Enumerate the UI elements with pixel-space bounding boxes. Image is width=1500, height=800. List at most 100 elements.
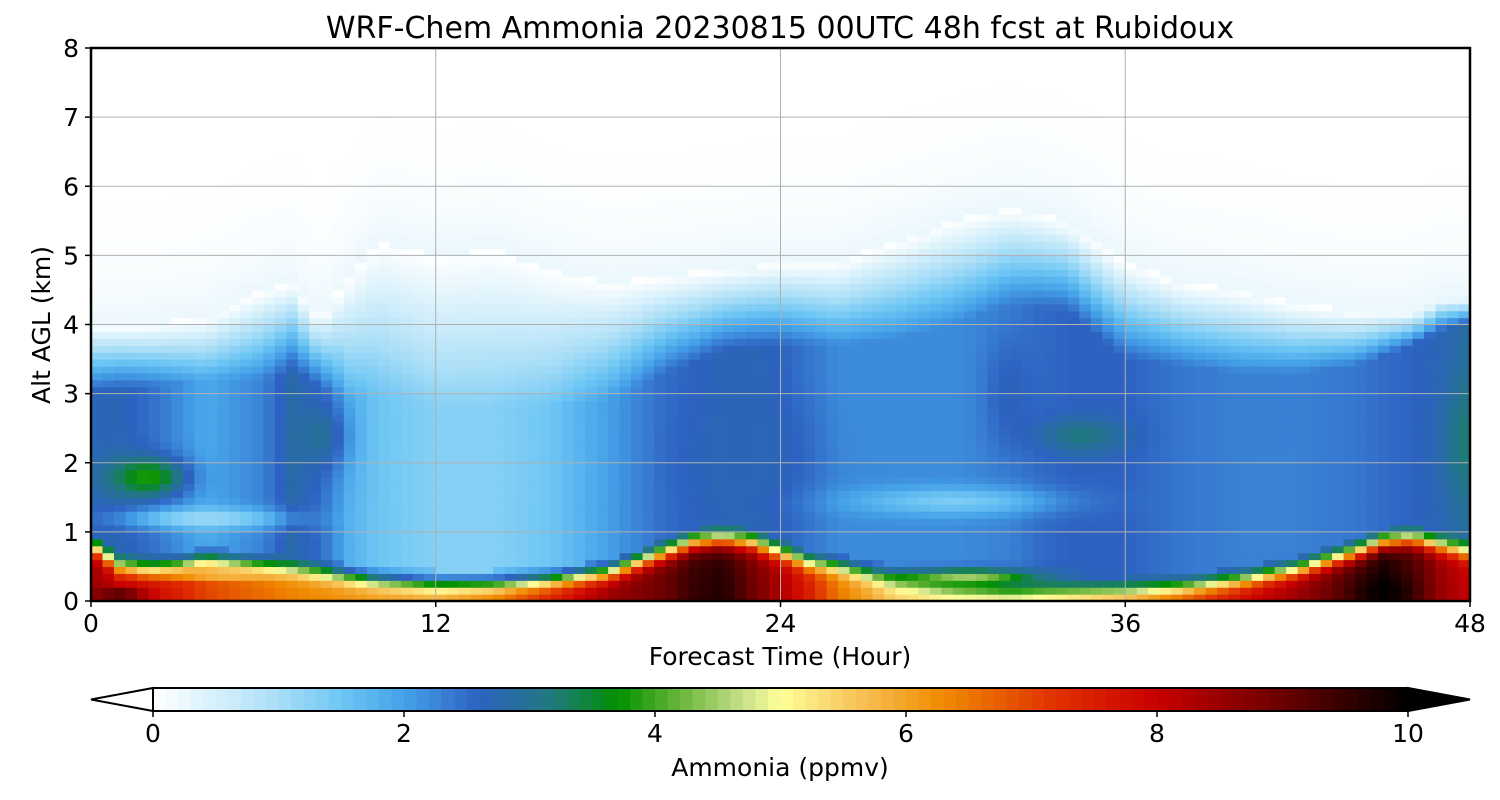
- heatmap-cell: [654, 407, 667, 415]
- heatmap-cell: [780, 365, 793, 374]
- heatmap-cell: [677, 511, 690, 519]
- heatmap-cell: [585, 220, 598, 229]
- heatmap-cell: [688, 379, 701, 388]
- heatmap-cell: [642, 303, 655, 312]
- heatmap-cell: [205, 296, 219, 305]
- heatmap-cell: [608, 213, 621, 222]
- heatmap-cell: [493, 455, 506, 464]
- heatmap-cell: [573, 518, 586, 526]
- heatmap-cell: [159, 110, 173, 118]
- heatmap-cell: [159, 269, 173, 277]
- heatmap-cell: [447, 559, 460, 568]
- heatmap-cell: [401, 566, 414, 574]
- heatmap-cell: [654, 518, 667, 526]
- heatmap-cell: [527, 393, 540, 402]
- heatmap-cell: [677, 137, 690, 146]
- heatmap-cell: [332, 559, 345, 568]
- heatmap-cell: [171, 144, 184, 153]
- heatmap-cell: [596, 255, 609, 263]
- heatmap-cell: [148, 96, 161, 104]
- heatmap-cell: [343, 75, 356, 84]
- heatmap-cell: [148, 497, 161, 505]
- heatmap-cell: [596, 283, 609, 291]
- heatmap-cell: [412, 103, 425, 111]
- heatmap-cell: [102, 117, 115, 125]
- heatmap-cell: [309, 48, 322, 56]
- heatmap-cell: [711, 587, 724, 595]
- heatmap-cell: [412, 386, 425, 395]
- heatmap-cell: [148, 165, 161, 174]
- heatmap-cell: [194, 407, 207, 415]
- heatmap-cell: [194, 386, 207, 395]
- heatmap-cell: [91, 352, 104, 360]
- heatmap-cell: [343, 428, 356, 436]
- heatmap-cell: [228, 407, 241, 415]
- heatmap-cell: [723, 448, 736, 457]
- heatmap-cell: [550, 144, 563, 153]
- heatmap-cell: [91, 96, 104, 104]
- heatmap-cell: [136, 455, 150, 464]
- heatmap-cell: [746, 587, 759, 595]
- heatmap-cell: [378, 213, 391, 222]
- heatmap-cell: [642, 172, 655, 180]
- heatmap-cell: [136, 89, 150, 97]
- heatmap-cell: [286, 324, 299, 333]
- heatmap-cell: [286, 241, 299, 250]
- heatmap-cell: [711, 476, 724, 485]
- heatmap-cell: [769, 96, 782, 104]
- heatmap-cell: [171, 193, 184, 201]
- heatmap-cell: [136, 276, 150, 284]
- heatmap-cell: [205, 407, 219, 415]
- heatmap-cell: [631, 158, 644, 167]
- heatmap-cell: [780, 435, 793, 443]
- heatmap-cell: [401, 68, 414, 77]
- heatmap-cell: [424, 241, 437, 250]
- heatmap-cell: [757, 359, 770, 367]
- heatmap-cell: [481, 407, 494, 415]
- heatmap-cell: [355, 462, 368, 471]
- heatmap-cell: [447, 110, 460, 118]
- heatmap-cell: [136, 469, 150, 478]
- heatmap-cell: [791, 421, 805, 429]
- heatmap-cell: [596, 48, 609, 56]
- heatmap-cell: [791, 103, 805, 111]
- heatmap-cell: [91, 442, 104, 450]
- heatmap-cell: [803, 483, 816, 491]
- heatmap-cell: [286, 469, 299, 478]
- heatmap-cell: [159, 283, 173, 291]
- heatmap-cell: [481, 504, 494, 512]
- heatmap-cell: [780, 518, 793, 526]
- heatmap-cell: [769, 234, 782, 243]
- heatmap-cell: [102, 421, 115, 429]
- heatmap-cell: [608, 172, 621, 180]
- heatmap-cell: [619, 61, 632, 70]
- heatmap-cell: [677, 379, 690, 388]
- heatmap-cell: [309, 269, 322, 277]
- heatmap-cell: [688, 580, 701, 588]
- heatmap-cell: [102, 48, 115, 56]
- heatmap-cell: [481, 317, 494, 326]
- heatmap-cell: [642, 442, 655, 450]
- heatmap-cell: [309, 573, 322, 581]
- heatmap-cell: [102, 365, 115, 374]
- heatmap-cell: [769, 262, 782, 270]
- heatmap-cell: [757, 386, 770, 395]
- heatmap-cell: [504, 61, 517, 70]
- heatmap-cell: [780, 338, 793, 346]
- heatmap-cell: [412, 248, 425, 256]
- heatmap-cell: [516, 262, 529, 270]
- heatmap-cell: [723, 310, 736, 319]
- heatmap-cell: [585, 234, 598, 243]
- heatmap-cell: [585, 379, 598, 388]
- heatmap-cell: [205, 117, 219, 125]
- heatmap-cell: [631, 165, 644, 174]
- heatmap-cell: [608, 379, 621, 388]
- heatmap-cell: [791, 455, 805, 464]
- heatmap-cell: [746, 137, 759, 146]
- heatmap-cell: [389, 124, 402, 132]
- heatmap-cell: [286, 220, 299, 229]
- heatmap-cell: [228, 455, 241, 464]
- heatmap-cell: [320, 54, 333, 63]
- heatmap-cell: [412, 89, 425, 97]
- heatmap-cell: [573, 317, 586, 326]
